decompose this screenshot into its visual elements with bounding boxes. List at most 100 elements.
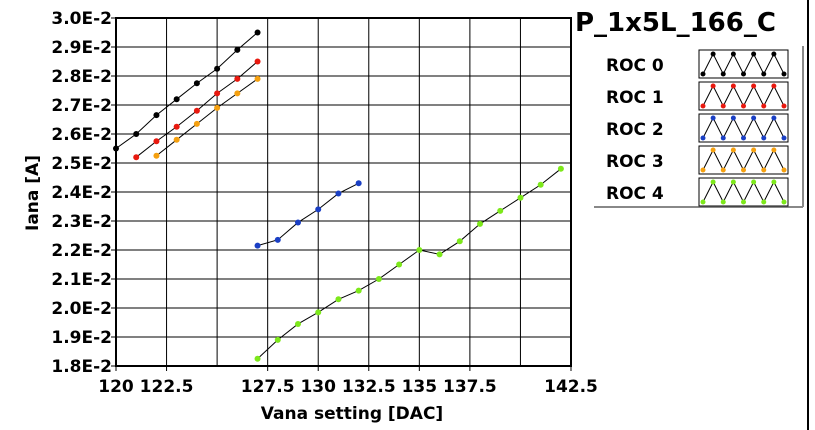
data-point-roc-4: [416, 247, 423, 253]
y-tick-label: 2.4E-2: [51, 183, 112, 203]
data-point-roc-2: [315, 206, 322, 213]
y-axis-label: Iana [A]: [23, 155, 43, 231]
legend-swatch-marker: [771, 147, 777, 153]
legend-swatch-marker: [720, 167, 726, 173]
data-point-roc-1: [173, 123, 180, 130]
legend-swatch-marker: [700, 71, 706, 77]
data-point-roc-0: [214, 65, 221, 72]
x-axis-label: Vana setting [DAC]: [261, 404, 443, 424]
series-line-roc-4: [257, 168, 562, 360]
legend-swatch-marker: [720, 71, 726, 77]
legend-swatch-marker: [771, 179, 777, 185]
data-point-roc-2: [355, 180, 362, 187]
legend-swatch-marker: [761, 71, 767, 77]
y-tick-label: 2.7E-2: [51, 96, 112, 116]
series-line-roc-2: [257, 182, 359, 247]
legend-swatch-marker: [700, 199, 706, 205]
legend-swatch-marker: [761, 167, 767, 173]
data-point-roc-3: [234, 90, 241, 97]
data-point-roc-2: [295, 219, 301, 226]
data-point-roc-4: [557, 165, 564, 172]
data-point-roc-2: [335, 190, 342, 197]
legend-swatch-marker: [781, 135, 787, 141]
legend-swatch-marker: [741, 167, 746, 173]
legend-swatch-marker: [730, 179, 736, 185]
legend: ROC 0 ROC 1 ROC 2 ROC 3 ROC 4: [594, 46, 804, 208]
legend-swatch-marker: [710, 115, 716, 121]
legend-swatch-marker: [720, 199, 726, 205]
legend-label: ROC 0: [606, 56, 664, 76]
y-tick-label: 2.5E-2: [51, 154, 112, 174]
legend-swatch-marker: [710, 179, 716, 185]
data-point-roc-0: [193, 80, 200, 87]
legend-swatch-marker: [720, 135, 726, 141]
chart-title: P_1x5L_166_C: [575, 8, 776, 38]
y-tick-label: 2.8E-2: [51, 67, 112, 87]
data-point-roc-3: [153, 152, 160, 159]
legend-swatch-marker: [781, 167, 787, 173]
data-point-roc-0: [153, 112, 160, 119]
legend-swatch-marker: [720, 103, 726, 109]
y-tick-label: 1.8E-2: [51, 357, 112, 377]
data-point-roc-0: [234, 46, 241, 53]
data-point-roc-0: [133, 131, 140, 137]
data-point-roc-1: [193, 107, 200, 114]
data-point-roc-4: [517, 194, 524, 201]
data-point-roc-4: [537, 181, 544, 188]
legend-label: ROC 3: [606, 152, 664, 172]
data-point-roc-1: [153, 138, 160, 145]
data-point-roc-0: [173, 96, 180, 103]
data-point-roc-4: [274, 336, 281, 343]
data-point-roc-4: [436, 251, 443, 258]
y-tick-label: 2.1E-2: [51, 270, 112, 290]
x-tick-label: 142.5: [544, 377, 598, 397]
legend-swatch-marker: [730, 51, 736, 57]
legend-swatch-marker: [730, 147, 736, 153]
y-tick-label: 1.9E-2: [51, 328, 112, 348]
data-point-roc-3: [173, 136, 180, 143]
data-point-roc-4: [254, 355, 261, 362]
y-tick-label: 2.3E-2: [51, 212, 112, 232]
legend-swatch-marker: [771, 83, 777, 89]
y-tick-label: 2.2E-2: [51, 241, 112, 261]
legend-swatch-marker: [741, 199, 746, 205]
data-point-roc-0: [113, 145, 119, 152]
x-tick-label: 122.5: [140, 377, 194, 397]
data-point-roc-3: [214, 104, 221, 111]
data-point-roc-4: [396, 261, 403, 268]
data-point-roc-4: [335, 296, 342, 303]
legend-swatch-marker: [761, 199, 767, 205]
data-point-roc-4: [497, 207, 504, 214]
legend-swatch-marker: [761, 135, 767, 141]
legend-swatch-marker: [771, 115, 777, 121]
legend-label: ROC 2: [606, 120, 664, 140]
legend-swatch-marker: [751, 147, 757, 153]
data-point-roc-2: [254, 242, 261, 249]
x-tick-label: 137.5: [443, 377, 497, 397]
legend-swatch-marker: [751, 179, 757, 185]
x-tick-label: 130: [300, 377, 336, 397]
legend-swatch-marker: [751, 51, 757, 57]
data-point-roc-3: [254, 75, 261, 82]
y-tick-label: 2.9E-2: [51, 38, 112, 58]
legend-swatch-marker: [771, 51, 777, 57]
x-tick-label: 135: [402, 377, 438, 397]
x-tick-label: 127.5: [241, 377, 295, 397]
data-point-roc-0: [254, 29, 261, 36]
legend-swatch-marker: [710, 51, 716, 57]
data-point-roc-1: [254, 58, 261, 65]
y-tick-label: 2.0E-2: [51, 299, 112, 319]
legend-swatch-marker: [751, 115, 757, 121]
legend-swatch-marker: [710, 83, 716, 89]
legend-label: ROC 4: [606, 184, 664, 204]
legend-swatch-marker: [730, 115, 736, 121]
legend-swatch-marker: [781, 103, 787, 109]
series-line-roc-3: [156, 78, 258, 157]
legend-swatch-marker: [741, 103, 746, 109]
data-point-roc-4: [355, 287, 362, 294]
legend-swatch-marker: [761, 103, 767, 109]
legend-swatch-marker: [730, 83, 736, 89]
legend-swatch-marker: [781, 71, 787, 77]
data-point-roc-4: [477, 220, 483, 227]
